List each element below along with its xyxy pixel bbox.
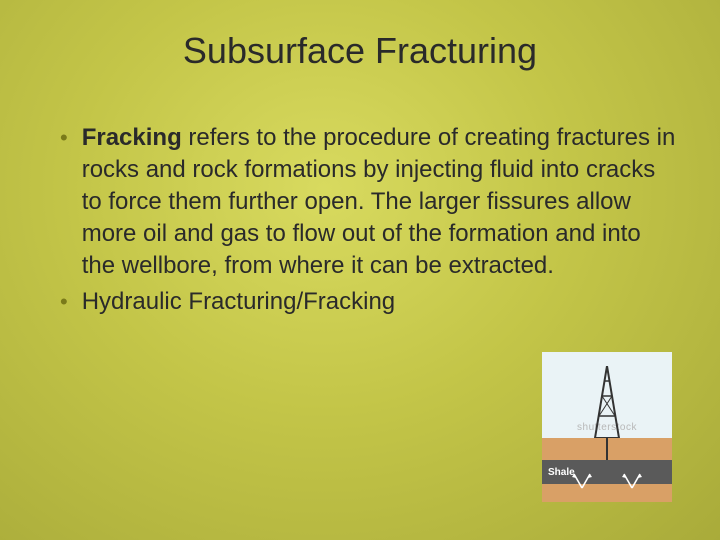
fracture-arrow-icon <box>570 468 594 492</box>
shale-layer: Shale <box>542 460 672 484</box>
fracking-diagram: shutterstock Shale <box>542 352 672 502</box>
bullet-text: Hydraulic Fracturing/Fracking <box>82 286 395 318</box>
bullet-marker-icon: • <box>60 286 68 318</box>
bullet-item: • Fracking refers to the procedure of cr… <box>60 122 680 282</box>
bold-term: Fracking <box>82 124 182 151</box>
bullet-item: • Hydraulic Fracturing/Fracking <box>60 286 680 318</box>
slide-title: Subsurface Fracturing <box>40 30 680 72</box>
slide: Subsurface Fracturing • Fracking refers … <box>0 0 720 540</box>
bullet-rest: Hydraulic Fracturing/Fracking <box>82 288 395 315</box>
fracture-arrow-icon <box>620 468 644 492</box>
bullet-marker-icon: • <box>60 122 68 154</box>
slide-content: • Fracking refers to the procedure of cr… <box>40 122 680 318</box>
bullet-text: Fracking refers to the procedure of crea… <box>82 122 680 282</box>
